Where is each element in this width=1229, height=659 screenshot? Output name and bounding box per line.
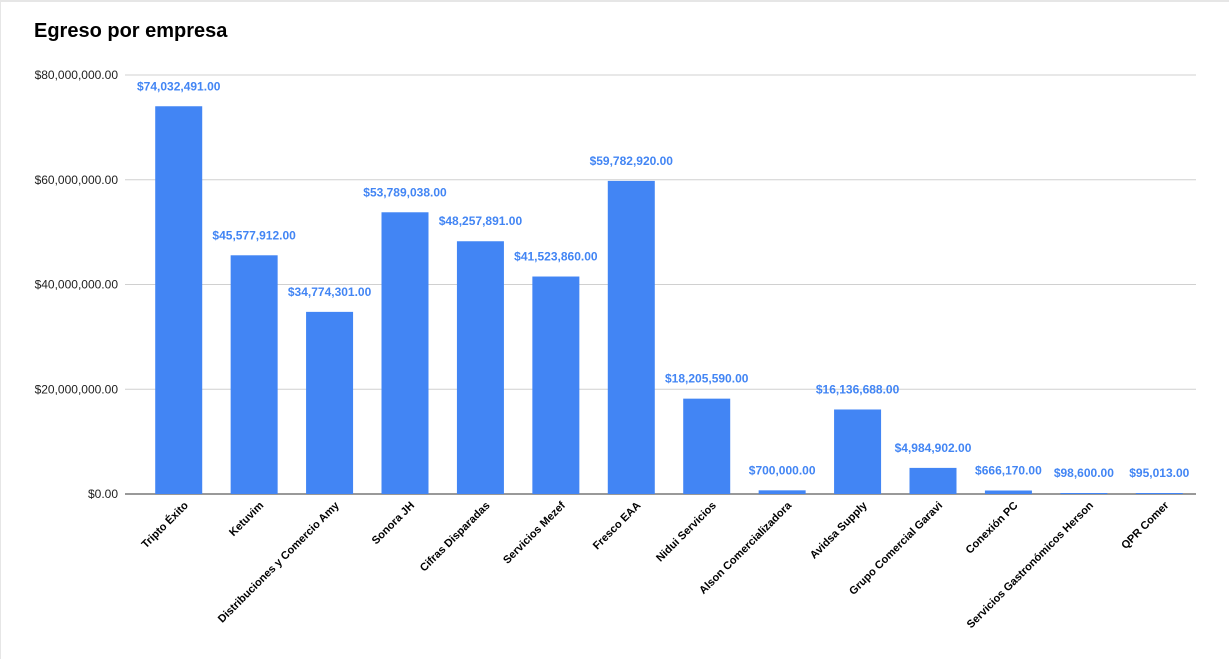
data-label: $4,984,902.00 xyxy=(895,441,972,455)
y-tick-label: $0.00 xyxy=(88,487,118,501)
bar xyxy=(909,467,957,494)
data-label: $98,600.00 xyxy=(1054,466,1114,480)
bar xyxy=(758,490,806,494)
x-tick-label: Sonora JH xyxy=(370,500,417,547)
x-tick-label: Nidui Servicios xyxy=(654,500,719,565)
x-tick-label: Servicios Gastronómicos Herson xyxy=(965,499,1096,630)
data-label: $45,577,912.00 xyxy=(212,228,296,242)
bar xyxy=(1135,493,1183,494)
bar xyxy=(381,212,429,494)
x-tick-label: Distribuciones y Comercio Amy xyxy=(216,499,342,625)
bar xyxy=(155,106,203,495)
x-tick-label: Conexión PC xyxy=(964,500,1021,557)
bar xyxy=(306,311,354,494)
data-label: $95,013.00 xyxy=(1129,466,1189,480)
bar xyxy=(607,180,655,494)
y-tick-label: $20,000,000.00 xyxy=(35,382,119,396)
data-label: $53,789,038.00 xyxy=(363,185,447,199)
bar xyxy=(1060,493,1108,494)
data-label: $48,257,891.00 xyxy=(439,214,523,228)
data-label: $16,136,688.00 xyxy=(816,382,900,396)
bar xyxy=(230,255,278,494)
x-tick-label: Servicios Mezef xyxy=(501,499,568,566)
x-tick-label: Cifras Disparadas xyxy=(418,500,493,575)
data-label: $74,032,491.00 xyxy=(137,79,221,93)
x-tick-label: Ketuvim xyxy=(227,499,266,538)
data-label: $34,774,301.00 xyxy=(288,285,372,299)
bar xyxy=(532,276,580,494)
data-label: $59,782,920.00 xyxy=(590,154,674,168)
bar xyxy=(984,490,1032,494)
bar xyxy=(456,241,504,494)
x-tick-label: Tripto Éxito xyxy=(139,499,191,551)
x-tick-label: Avidsa Supply xyxy=(808,499,870,561)
data-label: $41,523,860.00 xyxy=(514,250,598,264)
chart-title: Egreso por empresa xyxy=(34,20,228,42)
y-tick-label: $80,000,000.00 xyxy=(35,68,119,82)
bar xyxy=(834,409,882,494)
y-tick-label: $40,000,000.00 xyxy=(35,278,119,292)
data-label: $666,170.00 xyxy=(975,464,1042,478)
y-tick-label: $60,000,000.00 xyxy=(35,173,119,187)
bar xyxy=(683,398,731,494)
data-label: $18,205,590.00 xyxy=(665,372,749,386)
x-tick-label: QPR Comer xyxy=(1119,499,1172,552)
data-label: $700,000.00 xyxy=(749,463,816,477)
x-tick-label: Fresco EAA xyxy=(591,500,644,553)
